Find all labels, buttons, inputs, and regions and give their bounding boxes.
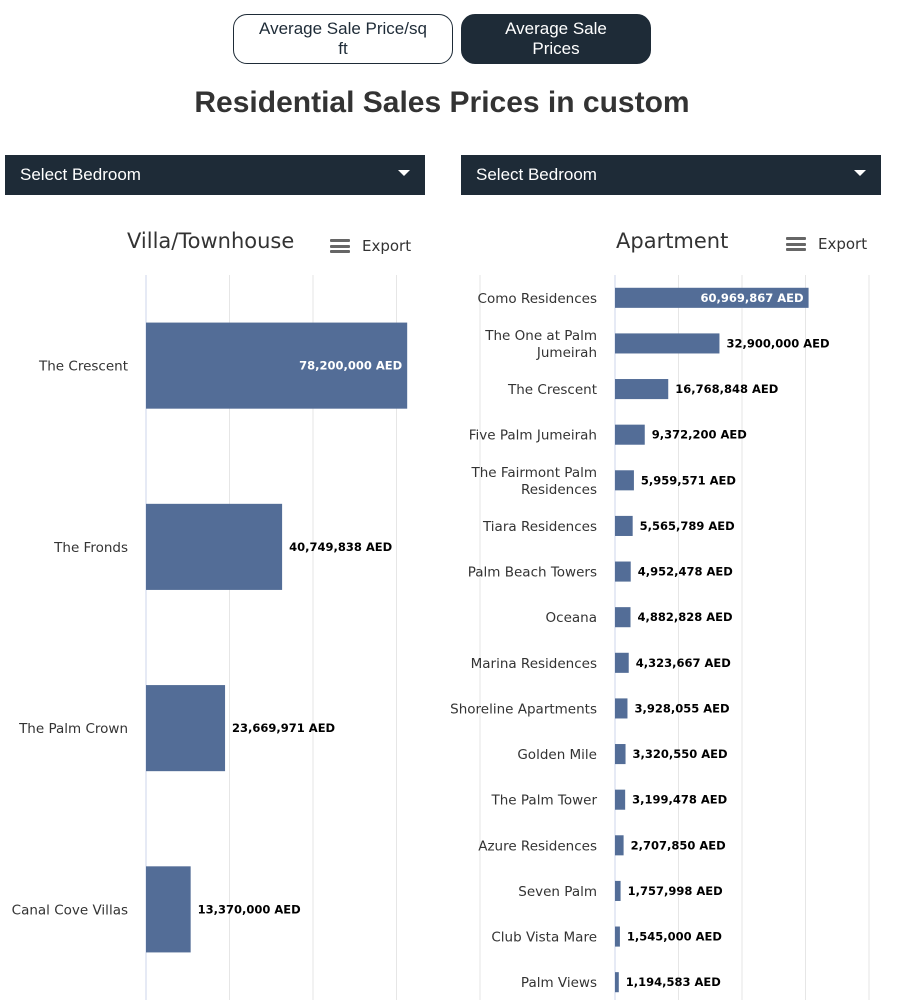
villa-export-button[interactable]: Export [330, 237, 411, 255]
category-label: The Fronds [53, 540, 128, 556]
category-label: Club Vista Mare [491, 930, 597, 946]
data-label: 13,370,000 AED [198, 902, 301, 916]
data-label: 78,200,000 AED [299, 359, 402, 373]
data-label: 4,323,667 AED [636, 656, 731, 670]
category-label: Oceana [546, 610, 597, 626]
price-metric-toggle: Average Sale Price/sq ft Average Sale Pr… [233, 14, 651, 64]
chevron-down-icon [854, 170, 866, 176]
data-label: 2,707,850 AED [631, 838, 726, 852]
data-label: 3,199,478 AED [632, 793, 727, 807]
data-label: 1,545,000 AED [627, 930, 722, 944]
bar-shoreline-apartments [615, 698, 628, 719]
villa-export-label: Export [362, 237, 412, 255]
category-label: Golden Mile [517, 747, 597, 763]
bar-como-residences [615, 287, 809, 308]
data-label: 16,768,848 AED [675, 382, 778, 396]
bar-golden-mile [615, 744, 626, 765]
data-label: 4,882,828 AED [638, 610, 733, 624]
category-label: Shoreline Apartments [450, 701, 597, 717]
apartment-chart-title: Apartment [616, 229, 729, 253]
bar-the-palm-crown [146, 685, 226, 772]
category-label: The Fairmont Palm Residences [470, 465, 597, 498]
bar-the-fronds [146, 503, 283, 590]
bar-five-palm-jumeirah [615, 424, 645, 445]
category-label: Seven Palm [518, 884, 597, 900]
data-label: 3,320,550 AED [633, 747, 728, 761]
avg-price-per-sqft-button[interactable]: Average Sale Price/sq ft [233, 14, 453, 64]
data-label: 1,757,998 AED [628, 884, 723, 898]
bar-the-one-at-palm-jumeirah [615, 333, 720, 354]
menu-icon [786, 237, 806, 251]
villa-bedroom-select-label: Select Bedroom [20, 165, 141, 184]
category-label: Marina Residences [471, 656, 597, 672]
apartment-export-button[interactable]: Export [786, 235, 867, 253]
category-label: Azure Residences [478, 838, 597, 854]
category-label: The Palm Tower [490, 793, 597, 809]
bar-marina-residences [615, 652, 629, 673]
category-label: The Crescent [507, 382, 597, 398]
category-label: Palm Views [521, 975, 597, 991]
bar-the-fairmont-palm-residences [615, 470, 634, 491]
category-label: Canal Cove Villas [12, 902, 128, 918]
category-label: Palm Beach Towers [468, 565, 597, 581]
bar-club-vista-mare [615, 926, 620, 947]
bar-seven-palm [615, 880, 621, 901]
category-label: The Palm Crown [18, 721, 128, 737]
bar-canal-cove-villas [146, 866, 191, 953]
data-label: 3,928,055 AED [634, 701, 729, 715]
bar-the-crescent [615, 379, 669, 400]
bar-oceana [615, 607, 631, 628]
category-label: Como Residences [478, 291, 597, 307]
category-label: Tiara Residences [482, 519, 597, 535]
data-label: 40,749,838 AED [289, 540, 392, 554]
page-title: Residential Sales Prices in custom [194, 86, 690, 119]
apartment-bedroom-select-label: Select Bedroom [476, 165, 597, 184]
category-label: Five Palm Jumeirah [469, 428, 597, 444]
bar-tiara-residences [615, 515, 633, 536]
bar-the-crescent [146, 322, 408, 409]
data-label: 5,959,571 AED [641, 473, 736, 487]
data-label: 60,969,867 AED [701, 291, 804, 305]
category-label: The One at Palm Jumeirah [484, 328, 597, 361]
data-label: 1,194,583 AED [626, 975, 721, 989]
apartment-bedroom-select[interactable]: Select Bedroom [461, 155, 881, 195]
menu-icon [330, 239, 350, 253]
bar-palm-beach-towers [615, 561, 631, 582]
data-label: 32,900,000 AED [726, 336, 829, 350]
bar-the-palm-tower [615, 789, 626, 810]
villa-chart-title: Villa/Townhouse [127, 229, 295, 253]
bar-azure-residences [615, 835, 624, 856]
data-label: 5,565,789 AED [640, 519, 735, 533]
villa-bedroom-select[interactable]: Select Bedroom [5, 155, 425, 195]
bar-palm-views [615, 972, 619, 993]
villa-bar-chart: The Crescent 78,200,000 AED The Fronds 40,7… [12, 275, 481, 1000]
data-label: 23,669,971 AED [232, 721, 335, 735]
data-label: 4,952,478 AED [638, 565, 733, 579]
category-label: The Crescent [38, 359, 128, 375]
apartment-export-label: Export [818, 235, 868, 253]
chevron-down-icon [398, 170, 410, 176]
avg-sale-prices-button[interactable]: Average Sale Prices [461, 14, 651, 64]
apartment-bar-chart: Como Residences 60,969,867 AED The One at … [450, 275, 870, 1000]
data-label: 9,372,200 AED [652, 428, 747, 442]
